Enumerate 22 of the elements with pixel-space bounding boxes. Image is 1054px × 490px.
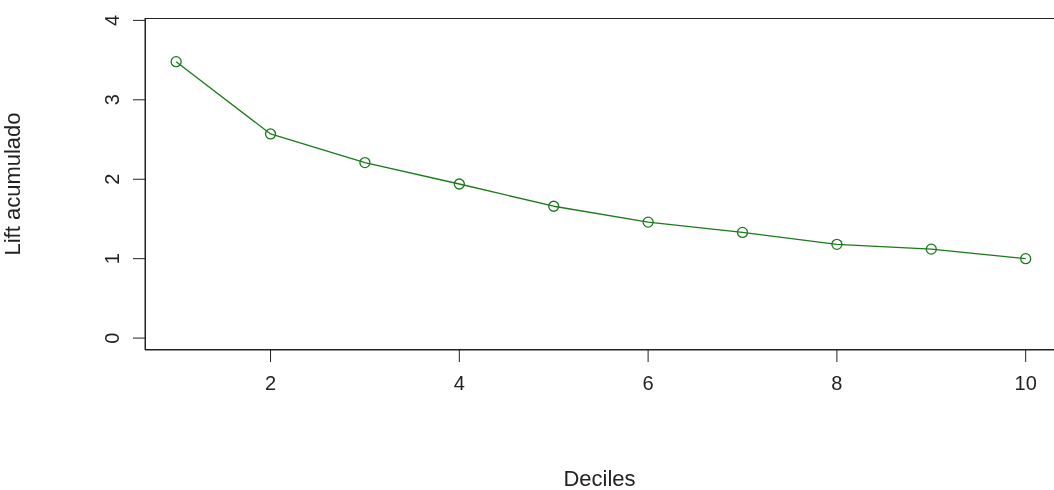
x-tick-label: 8 [831, 372, 843, 395]
point [359, 156, 371, 169]
y-axis-title: Lift acumulado [0, 112, 25, 256]
point [925, 243, 937, 255]
x-tick-label: 2 [264, 372, 277, 395]
point [831, 238, 843, 251]
point [548, 200, 560, 212]
x-axis-title: Deciles [563, 466, 636, 490]
point [453, 178, 465, 190]
x-tick-label: 10 [1014, 372, 1037, 395]
point [170, 56, 182, 68]
y-tick-label: 3 [101, 94, 123, 106]
y-tick-label: 2 [101, 173, 123, 185]
point [1020, 253, 1032, 265]
x-tick-label: 4 [453, 372, 465, 395]
point [736, 226, 749, 239]
x-tick-label: 6 [642, 372, 654, 395]
y-tick-label: 4 [101, 14, 123, 26]
y-tick-label: 1 [101, 253, 123, 265]
point [642, 216, 654, 228]
point [264, 128, 277, 140]
y-tick-label: 0 [101, 332, 123, 344]
